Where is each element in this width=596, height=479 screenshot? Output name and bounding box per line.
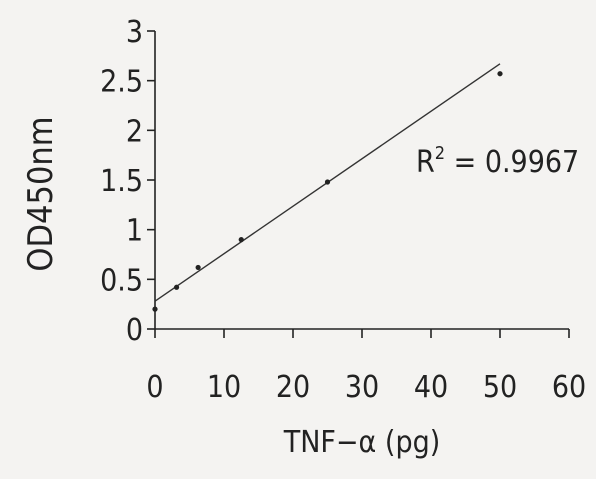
r-squared-superscript: 2	[435, 143, 445, 164]
r-squared-value: = 0.9967	[445, 145, 579, 180]
r-squared-annotation: R2 = 0.9967	[416, 143, 579, 180]
y-tick-label: 2.5	[100, 65, 143, 100]
data-points	[152, 71, 503, 312]
axes	[154, 31, 569, 330]
data-point	[497, 71, 503, 77]
x-tick-label: 40	[414, 370, 448, 405]
x-tick-label: 10	[207, 370, 241, 405]
x-tick-label: 50	[483, 370, 517, 405]
r-squared-prefix: R	[416, 145, 435, 180]
x-tick-label: 60	[552, 370, 586, 405]
y-tick-label: 3	[126, 15, 143, 50]
y-axis-label: OD450nm	[21, 116, 61, 271]
y-tick-label: 1.5	[100, 164, 143, 199]
y-tick-label: 0.5	[100, 263, 143, 298]
x-tick-label: 20	[276, 370, 310, 405]
y-tick-label: 0	[126, 313, 143, 348]
x-tick-label: 0	[146, 370, 163, 405]
x-tick-label: 30	[345, 370, 379, 405]
y-tick-label: 2	[126, 114, 143, 149]
data-point	[152, 306, 158, 312]
data-point	[195, 264, 201, 271]
ticks: 00.511.522.530 10 20 30 40 50 60	[100, 15, 586, 405]
data-point	[238, 237, 244, 243]
data-point	[324, 179, 331, 185]
data-point	[173, 284, 180, 290]
x-axis-label: TNF−α (pg)	[283, 425, 441, 460]
y-tick-label: 1	[126, 214, 143, 249]
